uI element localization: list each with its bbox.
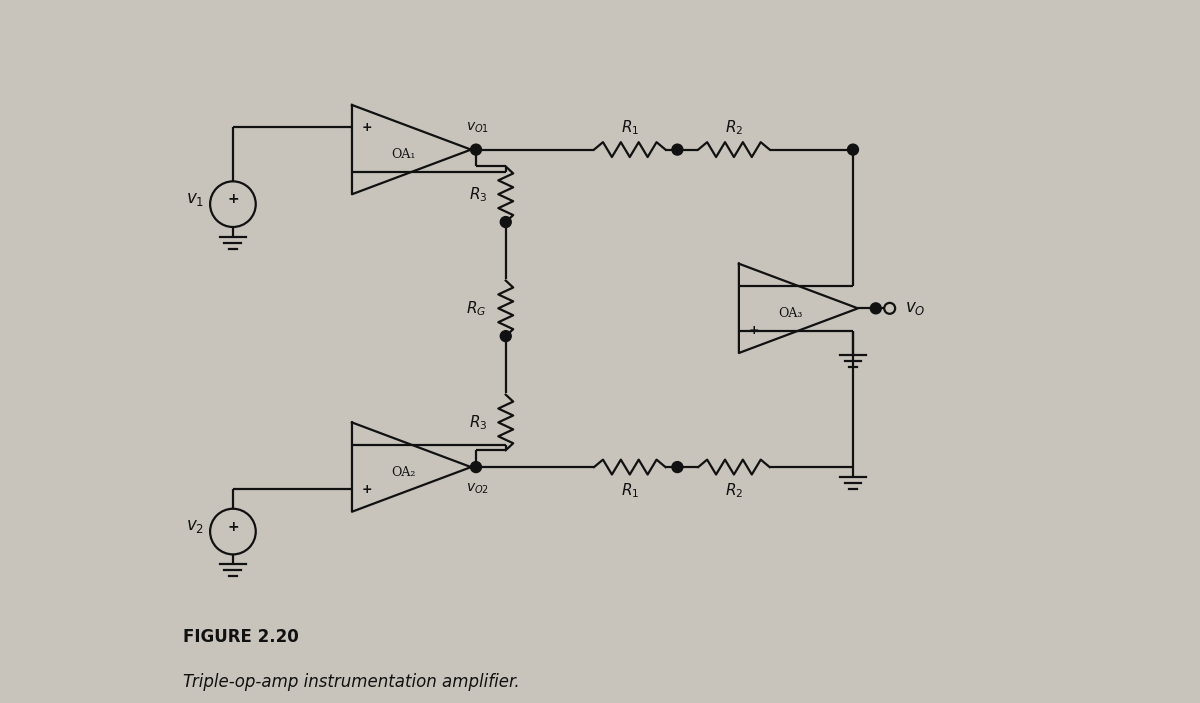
Text: $v_2$: $v_2$: [186, 518, 204, 535]
Text: +: +: [749, 324, 760, 337]
Text: $R_2$: $R_2$: [725, 118, 743, 137]
Circle shape: [500, 330, 511, 342]
Text: −: −: [361, 165, 373, 179]
Circle shape: [470, 462, 481, 472]
Circle shape: [870, 303, 881, 314]
Text: Triple-op-amp instrumentation amplifier.: Triple-op-amp instrumentation amplifier.: [184, 673, 520, 692]
Text: −: −: [748, 279, 760, 293]
Circle shape: [500, 217, 511, 228]
Circle shape: [672, 462, 683, 472]
Text: $R_3$: $R_3$: [469, 185, 487, 204]
Text: $v_{O1}$: $v_{O1}$: [467, 121, 490, 135]
Text: +: +: [361, 121, 372, 134]
Text: +: +: [227, 520, 239, 534]
Text: $v_{O2}$: $v_{O2}$: [467, 482, 490, 496]
Text: $v_1$: $v_1$: [186, 191, 204, 207]
Text: +: +: [227, 192, 239, 206]
Text: $R_2$: $R_2$: [725, 482, 743, 501]
Text: $R_3$: $R_3$: [469, 413, 487, 432]
Text: OA₃: OA₃: [779, 307, 803, 320]
Text: FIGURE 2.20: FIGURE 2.20: [184, 628, 299, 645]
Circle shape: [470, 144, 481, 155]
Text: $R_1$: $R_1$: [620, 482, 638, 501]
Text: −: −: [361, 438, 373, 452]
Text: $R_1$: $R_1$: [620, 118, 638, 137]
Text: OA₂: OA₂: [391, 465, 415, 479]
Circle shape: [847, 144, 858, 155]
Text: $R_G$: $R_G$: [466, 299, 486, 318]
Text: $v_O$: $v_O$: [905, 300, 925, 317]
Text: +: +: [361, 483, 372, 496]
Text: OA₁: OA₁: [391, 148, 415, 161]
Circle shape: [672, 144, 683, 155]
